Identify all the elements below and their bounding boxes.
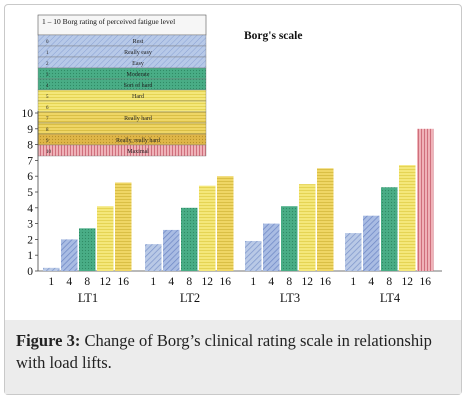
legend-level-number: 4 bbox=[46, 84, 49, 89]
legend-header: 1 – 10 Borg rating of perceived fatigue … bbox=[42, 17, 175, 26]
legend-level-number: 10 bbox=[46, 150, 52, 155]
borg-legend-table: 1 – 10 Borg rating of perceived fatigue … bbox=[37, 14, 207, 157]
legend-level-number: 1 bbox=[46, 51, 49, 56]
x-tick-label: 4 bbox=[168, 276, 174, 288]
x-tick-label: 8 bbox=[386, 276, 392, 288]
bar-lt4-load-8 bbox=[381, 187, 398, 271]
x-tick-label: 12 bbox=[402, 276, 414, 288]
x-tick-label: 4 bbox=[268, 276, 274, 288]
y-tick-label: 4 bbox=[27, 203, 33, 215]
x-tick-label: 12 bbox=[302, 276, 314, 288]
y-tick-label: 1 bbox=[27, 250, 33, 262]
y-tick-label: 10 bbox=[22, 108, 34, 120]
x-tick-label: 4 bbox=[368, 276, 374, 288]
chart-title: Borg's scale bbox=[244, 30, 302, 42]
group-label-lt3: LT3 bbox=[280, 291, 300, 305]
bar-lt2-load-1 bbox=[145, 244, 162, 271]
legend-level-number: 6 bbox=[46, 106, 49, 111]
legend-level-label: Rest bbox=[133, 39, 144, 45]
legend-level-label: Really easy bbox=[124, 50, 152, 56]
bar-lt3-load-12 bbox=[299, 184, 316, 271]
bar-lt3-load-1 bbox=[245, 240, 262, 271]
x-tick-label: 16 bbox=[118, 276, 130, 288]
y-tick-label: 3 bbox=[27, 219, 33, 231]
bar-lt4-load-12 bbox=[399, 165, 416, 271]
legend-row-level-6 bbox=[37, 100, 207, 113]
y-tick-label: 5 bbox=[27, 187, 33, 199]
bar-lt3-load-4 bbox=[263, 223, 280, 271]
legend-row-level-7 bbox=[37, 111, 207, 124]
x-tick-label: 8 bbox=[286, 276, 292, 288]
bar-lt1-load-1 bbox=[43, 267, 60, 271]
legend-level-label: Easy bbox=[132, 61, 144, 67]
bar-lt2-load-16 bbox=[217, 176, 234, 271]
group-label-lt2: LT2 bbox=[180, 291, 200, 305]
bar-lt3-load-8 bbox=[281, 206, 298, 271]
legend-row-level-1 bbox=[37, 45, 207, 58]
bar-lt4-load-16 bbox=[417, 128, 434, 271]
x-tick-label: 16 bbox=[220, 276, 232, 288]
borg-chart: 1 – 10 Borg rating of perceived fatigue … bbox=[22, 14, 442, 305]
y-tick-label: 6 bbox=[27, 171, 33, 183]
legend-level-number: 9 bbox=[46, 139, 49, 144]
legend-row-level-0 bbox=[37, 34, 207, 47]
legend-level-label: Maximal bbox=[127, 149, 149, 155]
group-label-lt1: LT1 bbox=[78, 291, 98, 305]
y-tick-label: 8 bbox=[27, 140, 33, 152]
x-tick-label: 12 bbox=[100, 276, 112, 288]
bar-lt2-load-12 bbox=[199, 185, 216, 271]
figure-caption: Figure 3: Change of Borg’s clinical rati… bbox=[16, 330, 456, 374]
y-tick-label: 7 bbox=[27, 155, 33, 167]
x-tick-label: 1 bbox=[350, 276, 356, 288]
legend-row-level-5 bbox=[37, 89, 207, 102]
legend-level-label: Moderate bbox=[127, 72, 150, 78]
figure-caption-text: Change of Borg’s clinical rating scale i… bbox=[16, 331, 432, 372]
legend-level-label: Sort of hard bbox=[124, 82, 153, 89]
legend-level-number: 3 bbox=[46, 73, 49, 78]
bar-lt1-load-12 bbox=[97, 206, 114, 271]
legend-level-label: Hard bbox=[132, 94, 144, 100]
bar-lt2-load-4 bbox=[163, 229, 180, 271]
bar-lt3-load-16 bbox=[317, 168, 334, 271]
x-tick-label: 8 bbox=[84, 276, 90, 288]
y-tick-label: 0 bbox=[27, 266, 33, 278]
y-tick-label: 9 bbox=[27, 124, 33, 136]
legend-level-number: 2 bbox=[46, 62, 49, 67]
legend-row-level-8 bbox=[37, 122, 207, 135]
legend-level-label: Really, really hard bbox=[116, 138, 160, 144]
x-tick-label: 12 bbox=[202, 276, 214, 288]
bar-lt2-load-8 bbox=[181, 207, 198, 271]
legend-level-label: Really hard bbox=[124, 116, 152, 122]
legend-level-number: 8 bbox=[46, 128, 49, 133]
x-tick-label: 1 bbox=[48, 276, 54, 288]
bars bbox=[43, 128, 434, 271]
bar-lt1-load-4 bbox=[61, 239, 78, 271]
group-label-lt4: LT4 bbox=[380, 291, 401, 305]
legend-level-number: 0 bbox=[46, 40, 49, 45]
legend-level-number: 5 bbox=[46, 95, 49, 100]
x-tick-label: 16 bbox=[320, 276, 332, 288]
figure-label: Figure 3: bbox=[16, 331, 81, 350]
x-tick-label: 1 bbox=[250, 276, 256, 288]
x-tick-label: 4 bbox=[66, 276, 72, 288]
legend-level-number: 7 bbox=[46, 117, 49, 122]
x-tick-label: 8 bbox=[186, 276, 192, 288]
legend-row-level-10 bbox=[37, 144, 207, 157]
legend-row-level-2 bbox=[37, 56, 207, 69]
legend-row-level-3 bbox=[37, 67, 207, 80]
bar-lt1-load-8 bbox=[79, 228, 96, 271]
y-tick-label: 2 bbox=[27, 234, 33, 246]
bar-lt1-load-16 bbox=[115, 182, 132, 271]
x-tick-label: 1 bbox=[150, 276, 156, 288]
x-tick-label: 16 bbox=[420, 276, 432, 288]
bar-lt4-load-1 bbox=[345, 233, 362, 271]
legend-row-level-4 bbox=[37, 78, 207, 91]
caption-background bbox=[5, 320, 461, 394]
bar-lt4-load-4 bbox=[363, 215, 380, 271]
